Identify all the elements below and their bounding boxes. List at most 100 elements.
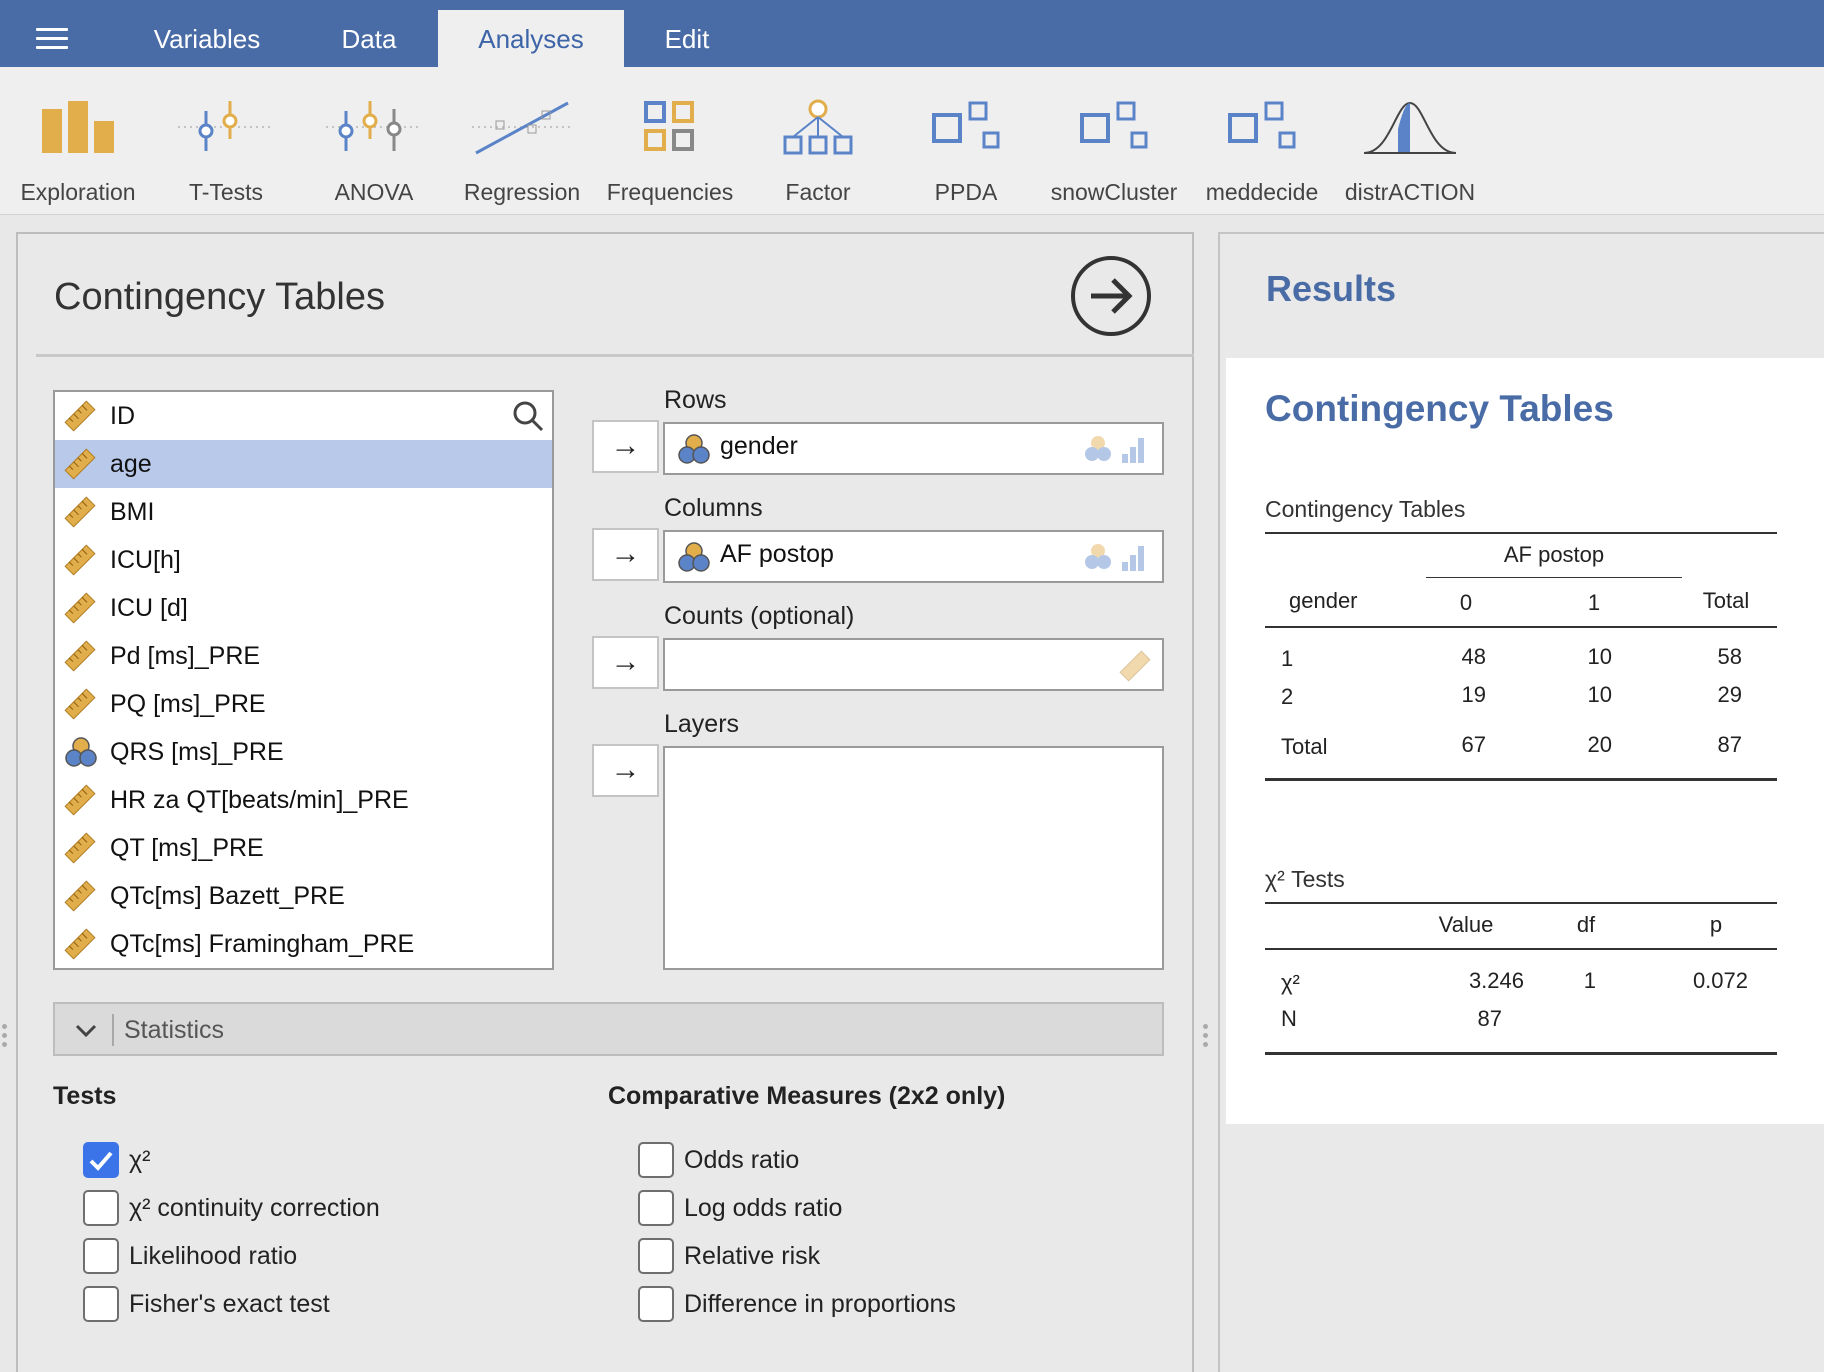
exploration-label: Exploration [20, 179, 136, 205]
variable-item[interactable]: ID [55, 392, 552, 440]
variable-item[interactable]: QTc[ms] Bazett_PRE [55, 872, 552, 920]
snowcluster-button[interactable]: snowCluster [1040, 87, 1188, 207]
factor-button[interactable]: Factor [744, 87, 892, 207]
table-cell: 20 [1587, 732, 1612, 757]
col-group-rule [1426, 577, 1682, 578]
row-label: χ² [1281, 970, 1300, 995]
checkbox-option[interactable]: Likelihood ratio [83, 1238, 523, 1278]
variable-item[interactable]: age [55, 440, 552, 488]
left-splitter-handle[interactable] [2, 1024, 8, 1051]
rows-target[interactable]: gender [663, 422, 1164, 475]
hamburger-menu-icon[interactable] [36, 28, 68, 50]
table-cell: 87 [1477, 1006, 1502, 1031]
layers-target[interactable] [663, 746, 1164, 970]
checkbox[interactable] [638, 1238, 674, 1274]
checkbox-option[interactable]: Fisher's exact test [83, 1286, 523, 1326]
variable-name: PQ [ms]_PRE [110, 690, 266, 718]
variable-list[interactable]: ID age BMI ICU[h] ICU [d] Pd [ms]_PRE PQ [ms]_… [53, 390, 554, 970]
tab-analyses[interactable]: Analyses [438, 10, 624, 67]
variable-item[interactable]: PQ [ms]_PRE [55, 680, 552, 728]
meddecide-button[interactable]: meddecide [1188, 87, 1336, 207]
move-to-rows-button[interactable]: → [592, 420, 659, 473]
search-icon[interactable] [512, 400, 544, 432]
columns-value: AF postop [720, 540, 834, 568]
checkbox-label: Likelihood ratio [129, 1242, 298, 1270]
variable-name: age [110, 450, 152, 478]
checkbox-label: χ² continuity correction [129, 1194, 380, 1222]
checkbox-label: Relative risk [684, 1242, 821, 1270]
table-cell: 48 [1461, 644, 1486, 669]
checkbox-option[interactable]: Relative risk [638, 1238, 1078, 1278]
move-to-layers-button[interactable]: → [592, 744, 659, 797]
variable-item[interactable]: QRS [ms]_PRE [55, 728, 552, 776]
checkbox[interactable] [83, 1142, 119, 1178]
table-cell: 10 [1587, 644, 1612, 669]
regression-button[interactable]: Regression [448, 87, 596, 207]
factor-icon [783, 99, 853, 155]
t-tests-button[interactable]: T-Tests [152, 87, 300, 207]
checkbox-option[interactable]: Difference in proportions [638, 1286, 1078, 1326]
anova-button[interactable]: ANOVA [300, 87, 448, 207]
checkbox-option[interactable]: χ² continuity correction [83, 1190, 523, 1230]
col-header: 1 [1587, 590, 1601, 615]
counts-target[interactable] [663, 638, 1164, 691]
checkbox-label: Odds ratio [684, 1146, 800, 1174]
distraction-button[interactable]: distrACTION [1336, 87, 1484, 207]
variable-item[interactable]: QTc[ms] Framingham_PRE [55, 920, 552, 968]
variable-name: ICU[h] [110, 546, 181, 574]
frequencies-button[interactable]: Frequencies [596, 87, 744, 207]
checkbox-option[interactable]: Odds ratio [638, 1142, 1078, 1182]
variable-item[interactable]: ICU [d] [55, 584, 552, 632]
checkbox[interactable] [83, 1238, 119, 1274]
checkbox-option[interactable]: χ² [83, 1142, 523, 1182]
checkbox[interactable] [638, 1190, 674, 1226]
middle-splitter-handle[interactable] [1203, 1024, 1209, 1051]
variable-item[interactable]: ICU[h] [55, 536, 552, 584]
continuous-variable-icon [64, 784, 96, 816]
table-rule [1265, 532, 1777, 534]
tab-edit[interactable]: Edit [664, 24, 710, 54]
row-label: 1 [1281, 646, 1294, 671]
checkbox-option[interactable]: Log odds ratio [638, 1190, 1078, 1230]
run-arrow-button[interactable] [1071, 256, 1151, 336]
continuous-variable-icon [64, 544, 96, 576]
table-cell: 10 [1587, 682, 1612, 707]
col-header: df [1576, 912, 1596, 937]
columns-target[interactable]: AF postop [663, 530, 1164, 583]
checkbox[interactable] [638, 1142, 674, 1178]
checkbox[interactable] [83, 1190, 119, 1226]
allowed-types-icon [1085, 436, 1144, 463]
move-to-counts-button[interactable]: → [592, 636, 659, 689]
checkbox[interactable] [83, 1286, 119, 1322]
table-cell: 3.246 [1468, 968, 1524, 993]
results-output: Contingency Tables Contingency Tables AF… [1226, 358, 1824, 1124]
nominal-variable-icon [678, 542, 710, 572]
exploration-button[interactable]: Exploration [4, 87, 152, 207]
options-title: Contingency Tables [54, 276, 385, 318]
meddecide-label: meddecide [1205, 179, 1319, 205]
tab-data[interactable]: Data [341, 24, 397, 54]
analysis-options-panel: Contingency Tables ID age BMI ICU[h] ICU [d]… [16, 232, 1194, 1372]
variable-name: QT [ms]_PRE [110, 834, 264, 862]
table-cell: 0.072 [1692, 968, 1748, 993]
statistics-section-toggle[interactable]: Statistics [53, 1002, 1164, 1056]
result-title: Contingency Tables [1265, 388, 1614, 429]
move-to-columns-button[interactable]: → [592, 528, 659, 581]
row-label: Total [1281, 734, 1328, 759]
ppda-button[interactable]: PPDA [892, 87, 1040, 207]
variable-item[interactable]: QT [ms]_PRE [55, 824, 552, 872]
continuous-variable-icon [64, 448, 96, 480]
statistics-label: Statistics [124, 1016, 225, 1044]
table-cell: 19 [1461, 682, 1486, 707]
checkbox-label: Fisher's exact test [129, 1290, 330, 1318]
table-cell: 1 [1583, 968, 1596, 993]
t-tests-icon [178, 101, 274, 151]
col-header: 0 [1459, 590, 1473, 615]
variable-item[interactable]: BMI [55, 488, 552, 536]
variable-item[interactable]: HR za QT[beats/min]_PRE [55, 776, 552, 824]
variable-item[interactable]: Pd [ms]_PRE [55, 632, 552, 680]
tab-variables[interactable]: Variables [153, 24, 261, 54]
table-rule [1265, 626, 1777, 628]
rows-label: Rows [664, 386, 727, 414]
checkbox[interactable] [638, 1286, 674, 1322]
